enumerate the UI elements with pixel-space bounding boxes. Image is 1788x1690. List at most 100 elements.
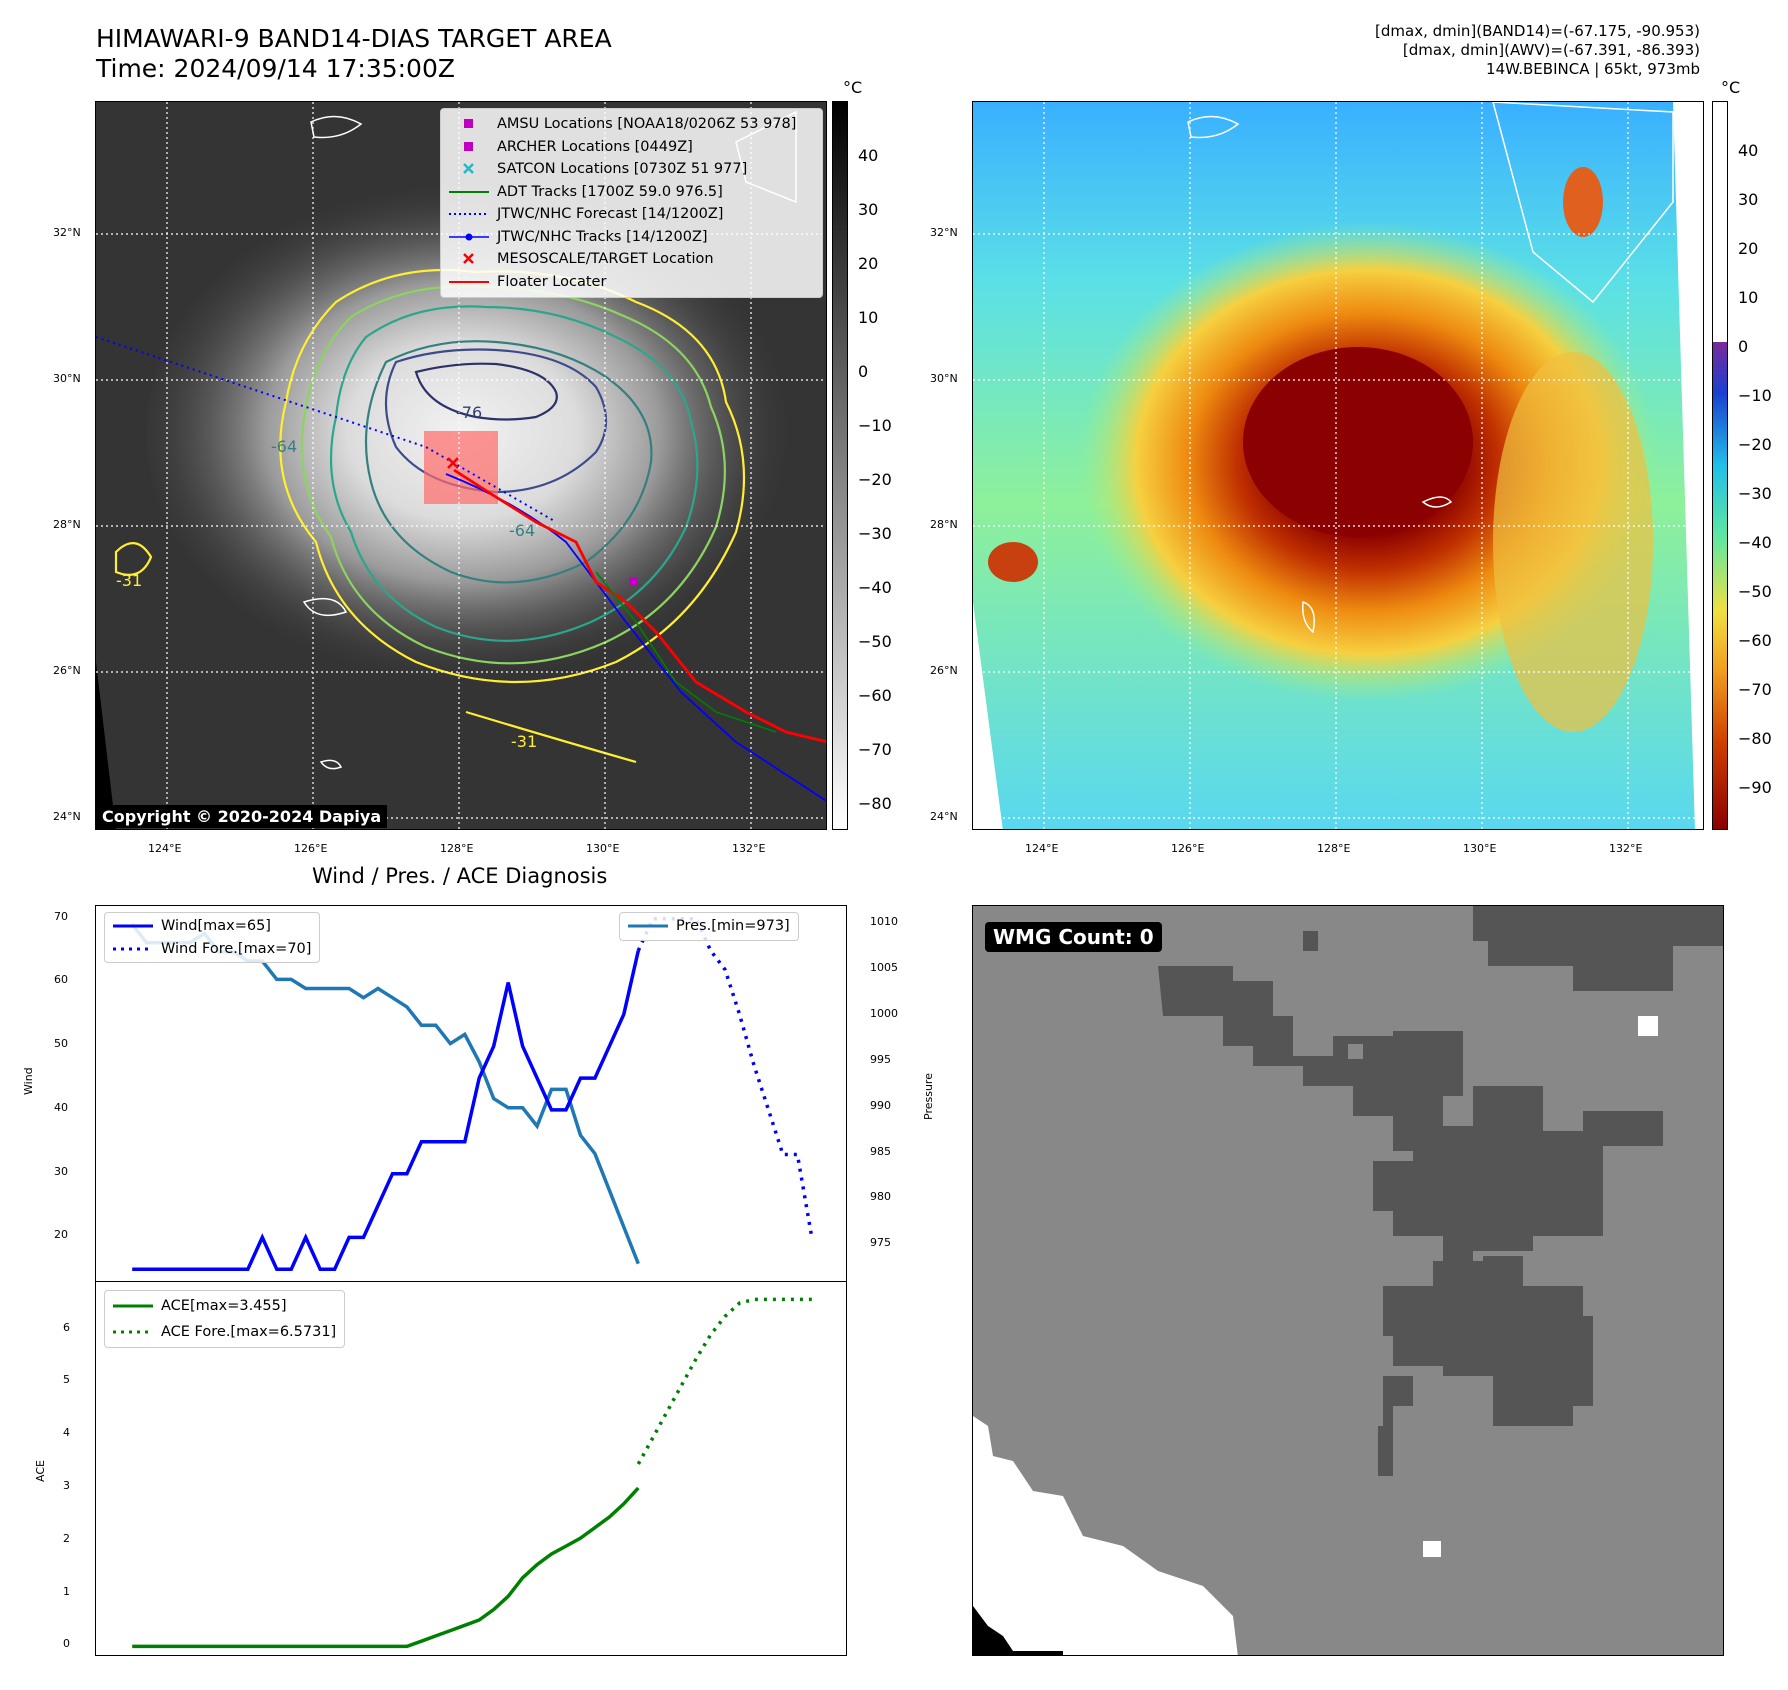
ir-colorbar-tick: −70	[858, 740, 892, 759]
ace-axis-label: ACE	[34, 1460, 47, 1482]
dias-colorbar-tick: −80	[1738, 729, 1772, 748]
dias-colorbar-tick: −10	[1738, 386, 1772, 405]
legend-label: SATCON Locations [0730Z 51 977]	[497, 161, 748, 178]
lat-tick-label: 24°N	[930, 810, 958, 823]
wind-tick-label: 30	[54, 1164, 68, 1178]
series-line	[132, 950, 641, 1272]
wind-axis-label: Wind	[22, 1067, 35, 1095]
legend-marker-icon	[449, 208, 489, 220]
ace-tick-label: 4	[63, 1426, 70, 1440]
dias-colorbar-tick: 20	[1738, 239, 1759, 258]
pressure-tick-label: 980	[870, 1190, 891, 1204]
ace-tick-label: 6	[63, 1320, 70, 1334]
legend-marker-icon	[449, 253, 489, 265]
wind-legend: Wind[max=65] Wind Fore.[max=70]	[104, 912, 321, 963]
lat-tick-label: 26°N	[53, 664, 81, 677]
map-legend-item: JTWC/NHC Forecast [14/1200Z]	[449, 203, 814, 226]
lat-tick-label: 30°N	[930, 372, 958, 385]
coast-kyushu	[1492, 102, 1674, 304]
contour-label: -64	[271, 437, 297, 456]
wmg-count-badge: WMG Count: 0	[985, 922, 1162, 952]
ir-colorbar-tick: 40	[858, 146, 879, 165]
legend-label: ADT Tracks [1700Z 59.0 976.5]	[497, 183, 723, 200]
wind-legend-label: Wind[max=65]	[161, 918, 271, 935]
legend-label: Floater Locater	[497, 273, 607, 290]
forecast-track	[96, 336, 557, 523]
legend-label: JTWC/NHC Tracks [14/1200Z]	[497, 228, 708, 245]
map-legend-item: MESOSCALE/TARGET Location	[449, 248, 814, 271]
lon-tick-label: 128°E	[1317, 842, 1351, 855]
series-line	[130, 923, 640, 1265]
lon-tick-label: 128°E	[440, 842, 474, 855]
lon-tick-label: 124°E	[1025, 842, 1059, 855]
legend-label: ARCHER Locations [0449Z]	[497, 138, 693, 155]
series-line	[132, 1486, 640, 1649]
ace-svg	[132, 1297, 812, 1649]
copyright-badge: Copyright © 2020-2024 Dapiya	[96, 805, 388, 828]
ir-colorbar-tick: −20	[858, 470, 892, 489]
image-title: HIMAWARI-9 BAND14-DIAS TARGET AREA	[96, 24, 612, 53]
ir-colorbar-tick: 30	[858, 200, 879, 219]
amsu-marker	[629, 577, 638, 586]
wind-tick-label: 20	[54, 1228, 68, 1242]
lat-tick-label: 26°N	[930, 664, 958, 677]
dias-colorbar-tick: −70	[1738, 680, 1772, 699]
contour-label: -31	[511, 732, 537, 751]
dias-colorbar-unit: °C	[1721, 78, 1741, 97]
ace-tick-label: 0	[63, 1637, 70, 1651]
legend-marker-icon	[449, 141, 489, 153]
dias-colorbar-tick: 10	[1738, 288, 1759, 307]
dias-colorbar-tick: 30	[1738, 190, 1759, 209]
pressure-tick-label: 975	[870, 1236, 891, 1250]
dias-colorbar-tick: 40	[1738, 141, 1759, 160]
dias-colorbar-tick: −40	[1738, 533, 1772, 552]
legend-marker-icon	[449, 186, 489, 198]
ace-legend: ACE[max=3.455] ACE Fore.[max=6.5731]	[104, 1290, 346, 1348]
ir-colorbar	[832, 101, 848, 830]
ir-map-panel: -76 -64 -64 -31 -31 AMSU Locations [NOAA…	[95, 101, 827, 830]
ir-colorbar-tick: 20	[858, 254, 879, 273]
lon-tick-label: 126°E	[1171, 842, 1205, 855]
awv-range-text: [dmax, dmin](AWV)=(-67.391, -86.393)	[1402, 41, 1700, 59]
pressure-legend: Pres.[min=973]	[619, 912, 799, 941]
map-legend-item: AMSU Locations [NOAA18/0206Z 53 978]	[449, 113, 814, 136]
ir-colorbar-tick: −50	[858, 632, 892, 651]
lat-tick-label: 32°N	[53, 226, 81, 239]
ace-forecast-legend-label: ACE Fore.[max=6.5731]	[161, 1324, 337, 1340]
dias-map-panel	[972, 101, 1704, 830]
floater-track	[453, 468, 826, 743]
pressure-tick-label: 990	[870, 1098, 891, 1112]
legend-label: JTWC/NHC Forecast [14/1200Z]	[497, 206, 724, 223]
legend-marker-icon	[449, 231, 489, 243]
dias-colorbar-tick: −60	[1738, 631, 1772, 650]
series-line	[636, 1297, 812, 1465]
legend-marker-icon	[449, 163, 489, 175]
image-time: Time: 2024/09/14 17:35:00Z	[96, 54, 455, 83]
dias-map-gridlines	[973, 102, 1703, 829]
ace-tick-label: 3	[63, 1478, 70, 1492]
pressure-tick-label: 1010	[870, 915, 898, 929]
map-legend-item: ADT Tracks [1700Z 59.0 976.5]	[449, 181, 814, 204]
lon-tick-label: 130°E	[1463, 842, 1497, 855]
dias-map-svg	[973, 102, 1703, 829]
wind-tick-label: 60	[54, 973, 68, 987]
storm-info-text: 14W.BEBINCA | 65kt, 973mb	[1486, 60, 1700, 78]
map-legend-item: Floater Locater	[449, 271, 814, 294]
ir-colorbar-tick: −60	[858, 686, 892, 705]
wind-tick-label: 40	[54, 1100, 68, 1114]
pressure-axis-label: Pressure	[922, 1073, 935, 1120]
pressure-legend-label: Pres.[min=973]	[676, 918, 790, 935]
lon-tick-label: 124°E	[148, 842, 182, 855]
ace-chart: ACE[max=3.455] ACE Fore.[max=6.5731]	[95, 1281, 847, 1656]
lat-tick-label: 30°N	[53, 372, 81, 385]
ir-colorbar-tick: −30	[858, 524, 892, 543]
legend-marker-icon	[449, 276, 489, 288]
ir-colorbar-tick: 10	[858, 308, 879, 327]
ir-colorbar-tick: −40	[858, 578, 892, 597]
island-jeju	[310, 115, 363, 139]
dias-colorbar-tick: 0	[1738, 337, 1749, 356]
contour-label: -31	[116, 571, 142, 590]
wind-tick-label: 70	[54, 909, 68, 923]
pressure-tick-label: 1000	[870, 1007, 898, 1021]
lat-tick-label: 28°N	[53, 518, 81, 531]
